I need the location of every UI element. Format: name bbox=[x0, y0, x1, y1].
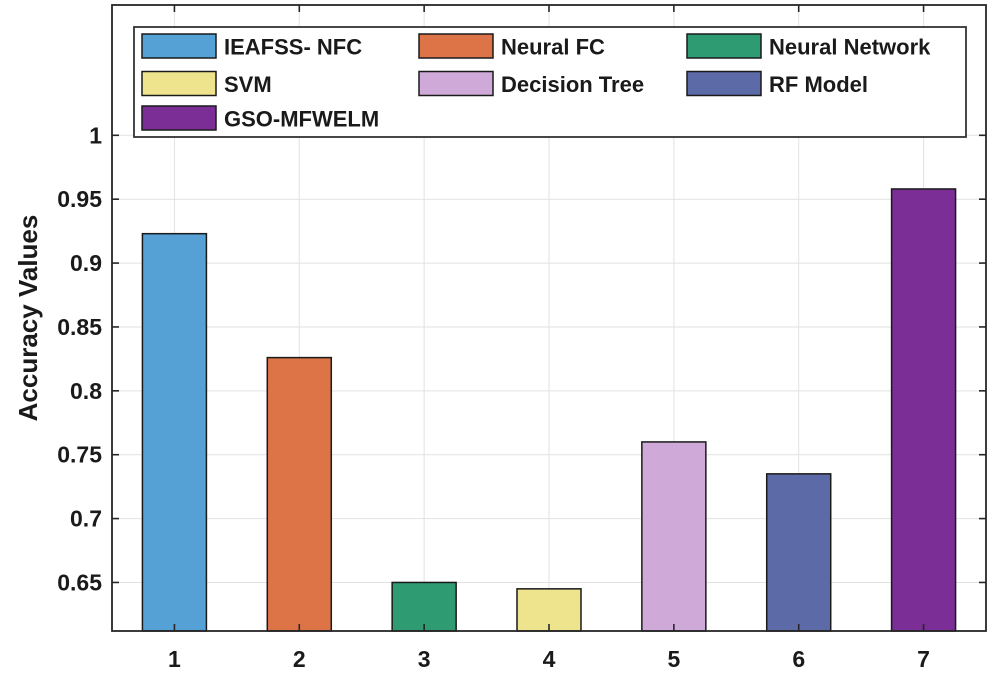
legend-swatch bbox=[418, 33, 494, 59]
bars bbox=[141, 188, 957, 632]
y-tick-label: 0.85 bbox=[57, 314, 102, 340]
legend-label: Neural FC bbox=[501, 35, 605, 60]
x-tick-label: 2 bbox=[293, 646, 306, 672]
bar-2 bbox=[266, 356, 333, 632]
x-tick-label: 4 bbox=[543, 646, 556, 672]
y-tick-label: 1 bbox=[89, 122, 102, 148]
x-tick-label: 3 bbox=[418, 646, 431, 672]
x-tick-label: 7 bbox=[917, 646, 930, 672]
y-tick-label: 0.7 bbox=[70, 506, 102, 532]
bar-1 bbox=[141, 232, 208, 632]
legend-label: GSO-MFWELM bbox=[224, 107, 379, 132]
legend-swatch bbox=[141, 70, 217, 97]
bar-7 bbox=[890, 188, 957, 632]
legend-swatch bbox=[141, 105, 217, 131]
legend-label: IEAFSS- NFC bbox=[224, 35, 362, 60]
y-tick-label: 0.65 bbox=[57, 569, 102, 595]
legend-swatch bbox=[141, 33, 217, 59]
x-tick-label: 1 bbox=[168, 646, 181, 672]
x-tick-labels: 1 2 3 4 5 6 7 bbox=[168, 646, 930, 672]
legend-item-decision-tree: Decision Tree bbox=[418, 70, 644, 97]
legend-swatch bbox=[686, 70, 762, 97]
legend-item-gso-mfwelm: GSO-MFWELM bbox=[141, 105, 379, 132]
y-tick-label: 0.8 bbox=[70, 378, 102, 404]
legend-item-ieafss-nfc: IEAFSS- NFC bbox=[141, 33, 362, 60]
y-tick-label: 0.95 bbox=[57, 186, 102, 212]
tick-marks bbox=[112, 5, 986, 631]
y-tick-label: 0.75 bbox=[57, 442, 102, 468]
legend-item-rf-model: RF Model bbox=[686, 70, 868, 97]
legend-item-neural-network: Neural Network bbox=[686, 33, 931, 60]
legend-swatch bbox=[418, 70, 494, 97]
legend-label: Neural Network bbox=[769, 35, 931, 60]
legend: IEAFSS- NFC Neural FC Neural Network SVM Dec… bbox=[133, 26, 967, 138]
legend-item-svm: SVM bbox=[141, 70, 272, 97]
legend-item-neural-fc: Neural FC bbox=[418, 33, 605, 60]
y-axis-label: Accuracy Values bbox=[13, 215, 43, 422]
x-tick-label: 5 bbox=[667, 646, 680, 672]
bar-3 bbox=[391, 581, 457, 632]
x-tick-label: 6 bbox=[792, 646, 805, 672]
y-tick-label: 0.9 bbox=[70, 250, 102, 276]
legend-label: Decision Tree bbox=[501, 72, 644, 97]
legend-box bbox=[133, 26, 967, 138]
bar-4 bbox=[516, 588, 582, 632]
legend-label: SVM bbox=[224, 72, 272, 97]
bar-6 bbox=[765, 473, 832, 632]
legend-label: RF Model bbox=[769, 72, 868, 97]
bar-5 bbox=[641, 441, 707, 632]
legend-swatch bbox=[686, 33, 762, 59]
y-tick-labels: 0.65 0.7 0.75 0.8 0.85 0.9 0.95 1 bbox=[57, 122, 102, 595]
